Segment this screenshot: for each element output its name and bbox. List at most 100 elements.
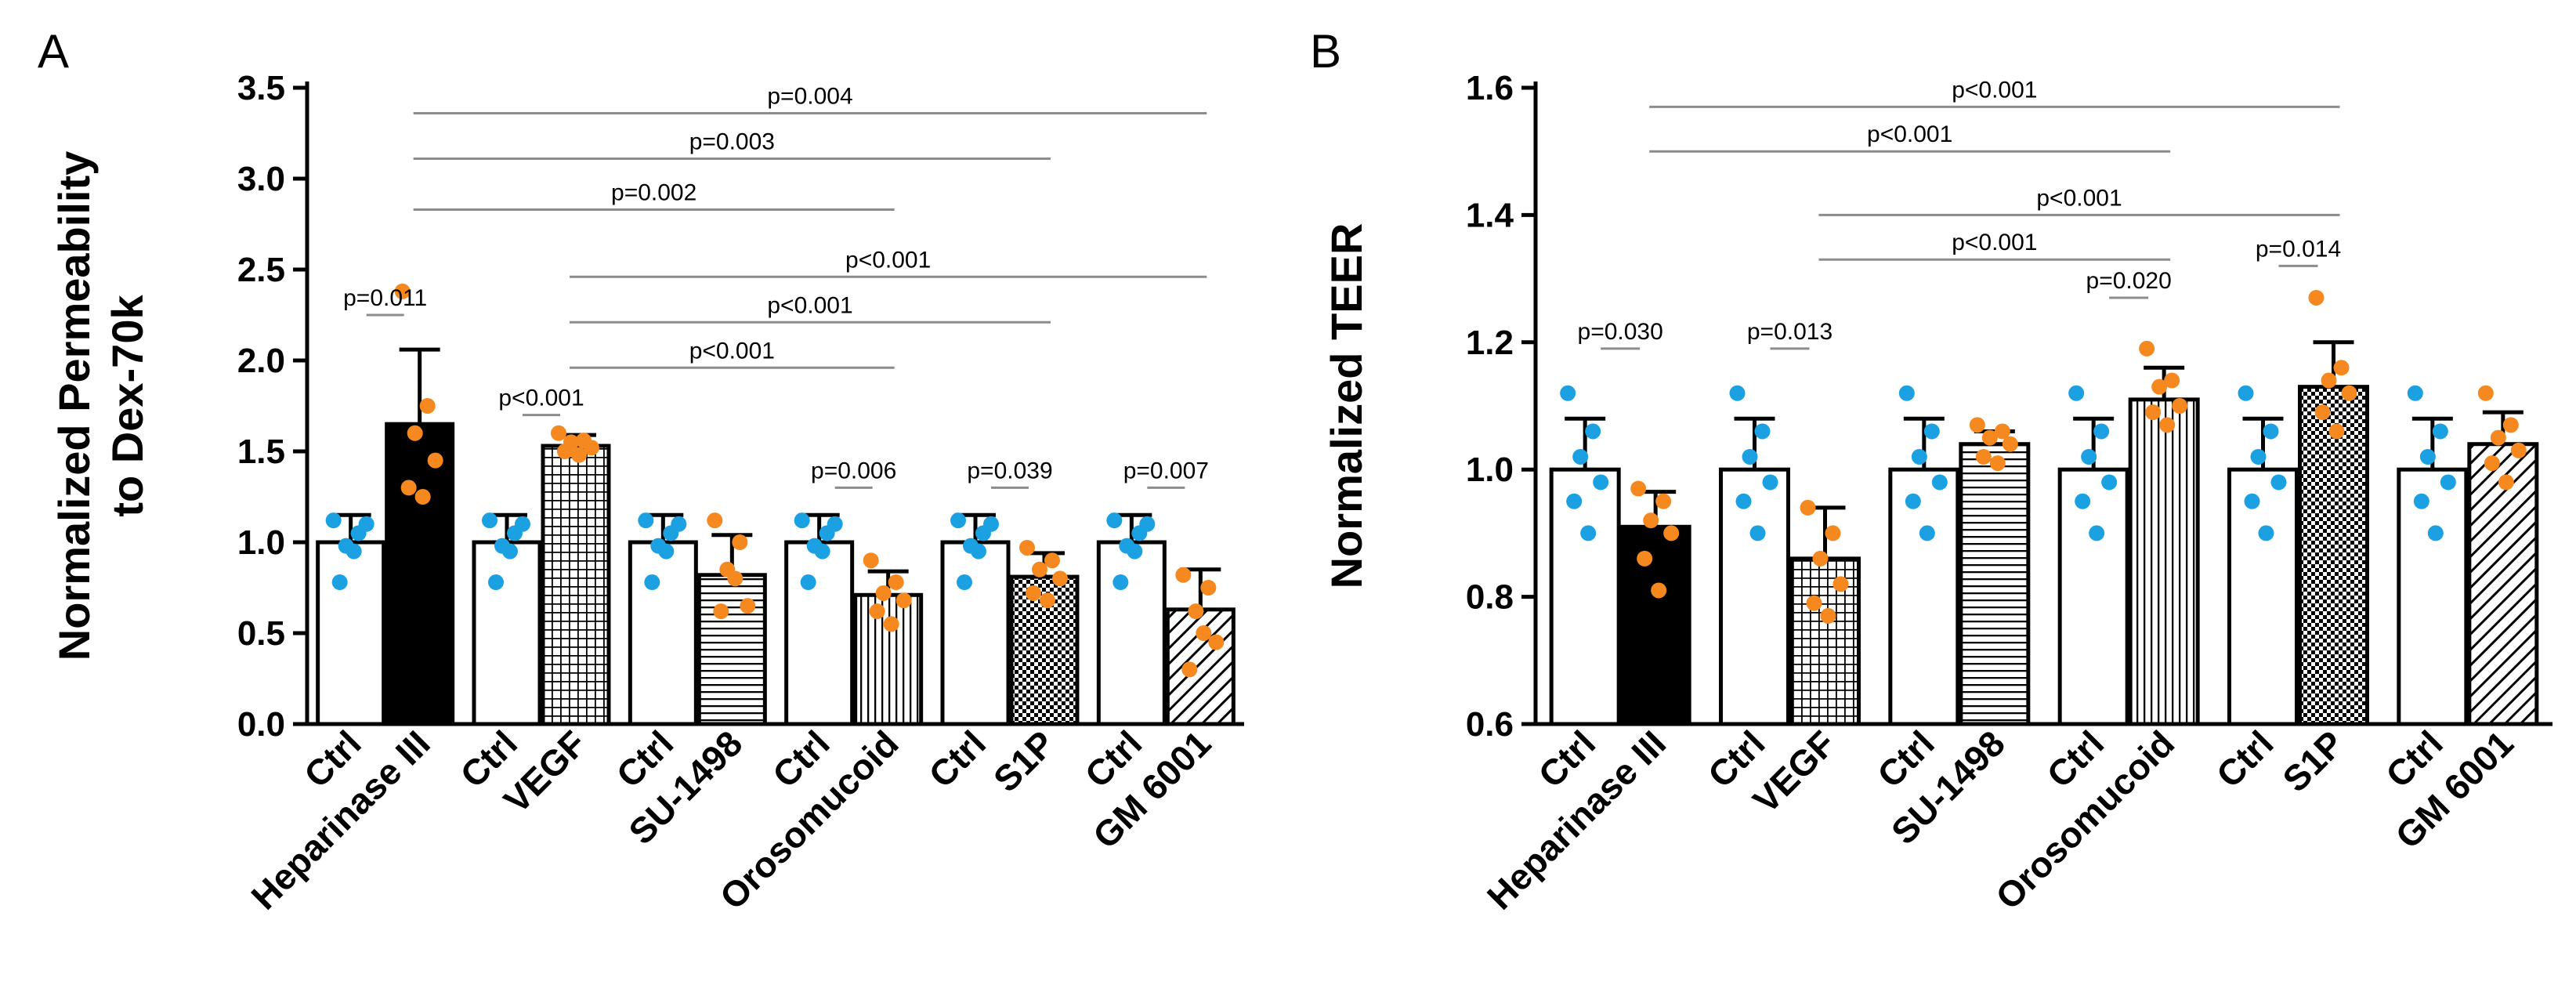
ctrl-data-point — [482, 512, 497, 529]
ctrl-bar — [1096, 540, 1167, 726]
treat-data-point — [1200, 580, 1217, 596]
ctrl-data-point — [1729, 385, 1746, 401]
treat-data-point — [1806, 595, 1822, 611]
ctrl-bar — [472, 540, 542, 726]
treat-data-point — [883, 616, 899, 632]
ctrl-data-point — [1923, 423, 1940, 440]
ctrl-bar — [1549, 467, 1621, 726]
treat-data-point — [427, 452, 443, 469]
ctrl-data-point — [358, 516, 374, 532]
treat-data-point — [1044, 552, 1060, 569]
ctrl-data-point — [2258, 525, 2274, 541]
treat-data-point — [740, 598, 756, 614]
ctrl-data-point — [1905, 493, 1921, 509]
ctrl-data-point — [1754, 423, 1771, 440]
treat-data-point — [1643, 512, 1659, 529]
treat-data-point — [557, 444, 573, 459]
treat-data-point — [2164, 372, 2180, 389]
treat-data-point — [1655, 493, 1672, 509]
comparison-p-value: p=0.004 — [767, 83, 852, 109]
treat-data-point — [1208, 634, 1225, 650]
treat-bar — [385, 422, 455, 726]
panel-label-b: B — [1310, 25, 1341, 78]
treat-data-point — [551, 425, 566, 441]
ctrl-data-point — [1742, 448, 1758, 465]
y-tick-label: 1.0 — [237, 523, 285, 562]
ctrl-data-point — [1113, 574, 1129, 591]
ctrl-data-point — [658, 543, 675, 559]
ctrl-bar — [316, 540, 386, 726]
treat-data-point — [1989, 455, 2006, 472]
treat-data-point — [888, 574, 904, 591]
comparison-p-value: p<0.001 — [845, 247, 931, 273]
treat-bar — [1165, 607, 1236, 726]
pair-p-value: p=0.007 — [1123, 458, 1209, 483]
treat-data-point — [2328, 423, 2345, 440]
comparison-p-value: p<0.001 — [1867, 121, 1952, 147]
pair-p-value: p=0.014 — [2256, 236, 2341, 262]
treat-data-point — [419, 398, 436, 414]
ctrl-data-point — [1898, 385, 1915, 401]
treat-data-point — [1651, 582, 1667, 599]
treat-data-point — [869, 603, 885, 620]
treat-bar — [2467, 442, 2539, 726]
y-tick-label: 3.0 — [237, 160, 285, 198]
treat-data-point — [713, 603, 729, 620]
treat-data-point — [1820, 607, 1836, 624]
ctrl-data-point — [2407, 385, 2423, 401]
x-category-label-treat: S1P — [986, 722, 1062, 799]
treat-data-point — [407, 425, 423, 441]
ctrl-data-point — [1106, 512, 1123, 529]
treat-data-point — [707, 512, 723, 529]
treat-data-point — [1812, 550, 1829, 567]
ctrl-data-point — [2093, 423, 2110, 440]
treat-data-point — [2139, 340, 2155, 357]
ctrl-data-point — [331, 574, 348, 591]
y-tick-label: 0.0 — [237, 705, 285, 744]
ctrl-data-point — [957, 574, 972, 591]
treat-data-point — [400, 480, 417, 496]
ctrl-data-point — [1139, 516, 1156, 532]
y-axis-label-line2: to Dex-70k — [103, 295, 152, 517]
ctrl-data-point — [2068, 385, 2085, 401]
ctrl-bar — [2227, 467, 2299, 726]
ctrl-data-point — [2440, 474, 2456, 491]
treat-data-point — [1994, 423, 2010, 440]
ctrl-data-point — [1593, 474, 1609, 491]
treat-data-point — [414, 489, 431, 505]
pair-p-value: p=0.013 — [1747, 319, 1833, 345]
x-category-label-ctrl: Ctrl — [2209, 722, 2281, 795]
ctrl-bar — [940, 540, 1011, 726]
treat-bar — [1789, 556, 1861, 726]
ctrl-bar — [1888, 467, 1960, 726]
treat-data-point — [394, 283, 411, 299]
comparison-p-value: p<0.001 — [767, 292, 852, 318]
ctrl-data-point — [827, 516, 843, 532]
treat-data-point — [2159, 417, 2176, 433]
ctrl-bar — [2397, 467, 2469, 726]
ctrl-data-point — [1911, 448, 1927, 465]
comparison-p-value: p<0.001 — [689, 338, 775, 364]
pair-p-value: p=0.030 — [1578, 319, 1663, 345]
y-tick-label: 1.2 — [1466, 324, 1514, 362]
ctrl-data-point — [1127, 543, 1143, 559]
ctrl-data-point — [2263, 423, 2279, 440]
ctrl-data-point — [1735, 493, 1752, 509]
y-tick-label: 2.0 — [237, 342, 285, 380]
comparison-p-value: p<0.001 — [2036, 185, 2122, 211]
ctrl-data-point — [638, 512, 654, 529]
ctrl-data-point — [2089, 525, 2105, 541]
ctrl-data-point — [502, 543, 518, 559]
treat-data-point — [2333, 360, 2350, 376]
ctrl-bar — [1719, 467, 1790, 726]
treat-data-point — [1663, 525, 1680, 541]
treat-data-point — [1833, 576, 1849, 592]
comparison-p-value: p<0.001 — [1952, 230, 2037, 255]
ctrl-data-point — [1566, 493, 1583, 509]
treat-data-point — [1052, 570, 1068, 587]
treat-data-point — [727, 570, 743, 587]
ctrl-bar — [628, 540, 698, 726]
treat-data-point — [1181, 661, 1198, 678]
y-tick-label: 1.4 — [1466, 196, 1514, 234]
